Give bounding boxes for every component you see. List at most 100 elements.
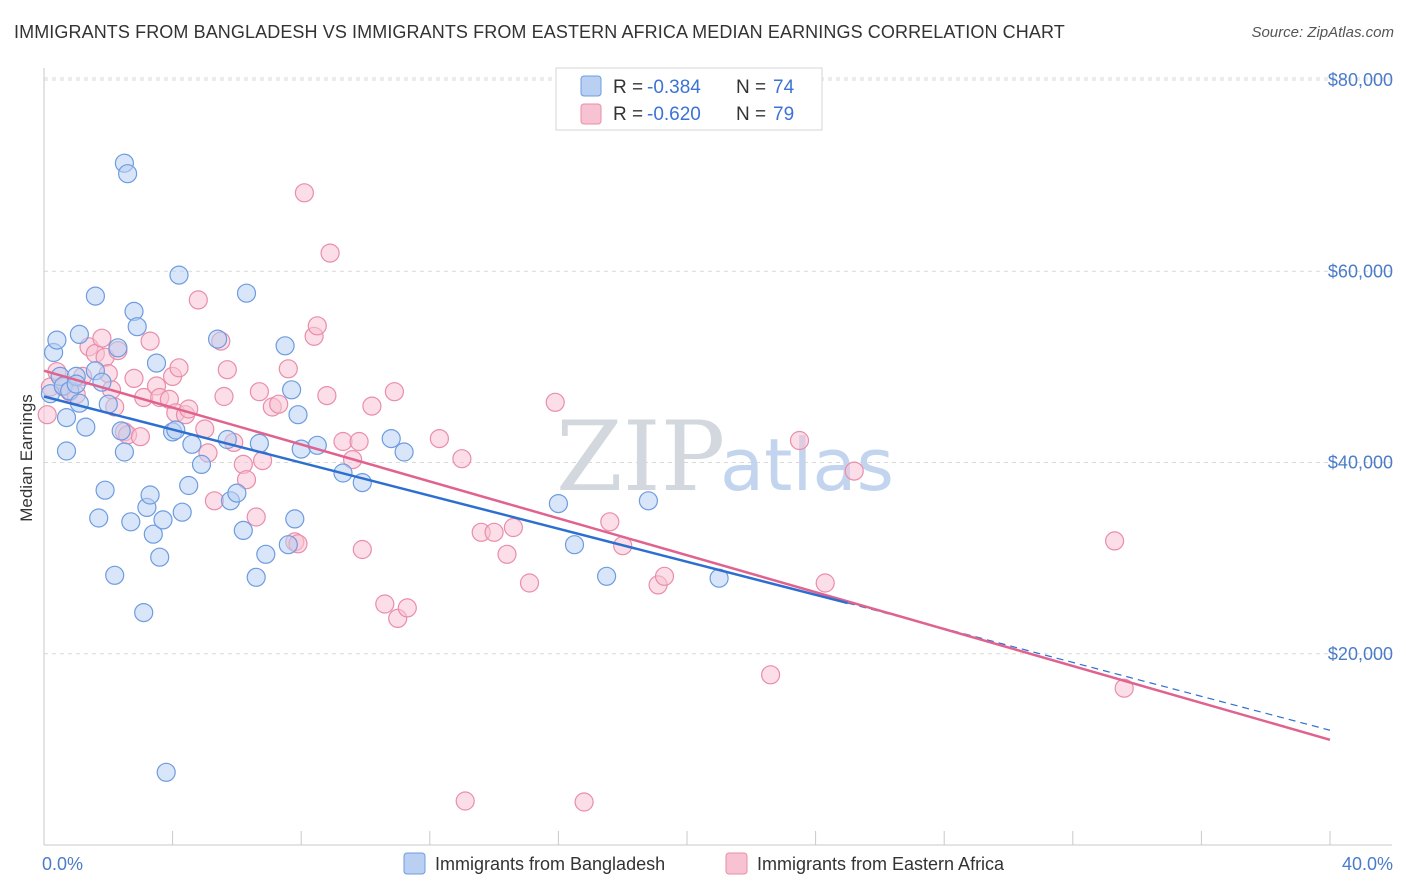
legend-swatch-eastern-africa: [580, 103, 602, 125]
bangladesh-point-47: [233, 520, 253, 541]
bangladesh-point-49: [246, 567, 266, 587]
eastern-africa-point-38: [236, 470, 257, 490]
eastern-africa-point-52: [333, 431, 353, 452]
bangladesh-point-35: [156, 762, 176, 782]
bangladesh-point-53: [278, 535, 298, 555]
bangladesh-point-51: [256, 544, 276, 564]
bangladesh-point-42: [191, 454, 212, 474]
bangladesh-point-56: [288, 405, 308, 425]
eastern-africa-point-76: [844, 461, 864, 481]
series-bangladesh-points: [40, 153, 729, 782]
eastern-africa-point-34: [214, 386, 234, 407]
eastern-africa-point-18: [130, 427, 150, 447]
eastern-africa-point-58: [384, 382, 404, 402]
bangladesh-point-64: [564, 535, 585, 555]
bangladesh-point-46: [227, 483, 247, 503]
eastern-africa-point-50: [317, 386, 337, 406]
eastern-africa-point-79: [574, 792, 594, 812]
eastern-africa-trend-line: [43, 369, 1331, 742]
source-label: Source: ZipAtlas.com: [1251, 24, 1394, 41]
y-tick-label-80000: $80,000: [1328, 70, 1393, 90]
legend-n-value-bangladesh: 74: [773, 77, 795, 98]
legend-n-label-eastern-africa: N =: [736, 104, 766, 125]
bangladesh-point-6: [56, 441, 77, 461]
eastern-africa-point-29: [188, 290, 208, 310]
legend-swatch-bangladesh: [580, 75, 602, 97]
bangladesh-point-30: [140, 485, 160, 505]
legend-n-label-bangladesh: N =: [736, 77, 766, 98]
eastern-africa-point-39: [246, 507, 266, 527]
bottom-legend-swatch-bangladesh: [403, 852, 426, 875]
eastern-africa-point-54: [349, 431, 369, 452]
bangladesh-point-21: [111, 421, 131, 441]
eastern-africa-point-75: [815, 573, 835, 593]
bangladesh-point-19: [105, 565, 125, 585]
eastern-africa-point-57: [375, 594, 395, 614]
eastern-africa-point-80: [455, 791, 475, 811]
watermark-zip: ZIP: [556, 401, 725, 513]
bangladesh-point-40: [179, 475, 199, 496]
x-axis-ticks: [43, 831, 1331, 845]
eastern-africa-point-66: [503, 517, 524, 538]
legend-r-value-bangladesh: -0.384: [647, 77, 701, 98]
eastern-africa-point-65: [497, 544, 517, 564]
bangladesh-point-10: [69, 324, 90, 344]
eastern-africa-point-68: [545, 392, 565, 412]
eastern-africa-point-60: [397, 598, 417, 618]
eastern-africa-point-62: [452, 449, 472, 469]
bangladesh-point-66: [638, 491, 659, 511]
bangladesh-point-25: [121, 512, 141, 532]
bangladesh-point-65: [596, 566, 617, 586]
eastern-africa-point-43: [269, 394, 289, 414]
bangladesh-point-32: [146, 353, 167, 373]
y-tick-label-40000: $40,000: [1328, 453, 1393, 473]
eastern-africa-point-20: [140, 331, 160, 351]
eastern-africa-point-40: [249, 382, 269, 402]
eastern-africa-point-17: [124, 368, 144, 388]
eastern-africa-point-35: [217, 360, 237, 380]
legend-r-label-eastern-africa: R =: [613, 104, 643, 125]
bangladesh-point-2: [47, 330, 67, 350]
bangladesh-point-15: [89, 508, 109, 528]
gridlines: [44, 77, 1392, 655]
bangladesh-point-62: [394, 442, 414, 462]
bangladesh-point-31: [143, 524, 163, 544]
eastern-africa-point-55: [352, 539, 372, 560]
bangladesh-point-28: [134, 602, 154, 623]
eastern-africa-point-61: [429, 429, 449, 449]
chart-title: IMMIGRANTS FROM BANGLADESH VS IMMIGRANTS…: [14, 22, 1065, 42]
eastern-africa-point-0: [37, 405, 57, 425]
bangladesh-point-24: [117, 164, 138, 184]
eastern-africa-point-77: [1104, 531, 1125, 551]
eastern-africa-point-72: [654, 566, 675, 586]
bangladesh-point-38: [169, 265, 189, 285]
y-axis-tick-labels: $20,000 $40,000 $60,000 $80,000: [1328, 70, 1393, 664]
eastern-africa-point-9: [92, 328, 112, 348]
series-legend: Immigrants from Bangladesh Immigrants fr…: [403, 852, 1005, 875]
bangladesh-point-41: [182, 434, 202, 454]
legend-r-label-bangladesh: R =: [613, 77, 643, 98]
bangladesh-point-27: [127, 317, 147, 337]
bangladesh-point-13: [85, 286, 106, 306]
bangladesh-point-52: [275, 336, 295, 356]
eastern-africa-point-32: [204, 491, 224, 511]
eastern-africa-point-73: [760, 665, 781, 685]
bangladesh-point-43: [208, 329, 228, 349]
bangladesh-point-54: [282, 380, 302, 400]
bangladesh-point-61: [381, 429, 401, 449]
bangladesh-point-20: [108, 338, 128, 358]
x-tick-label-max: 40.0%: [1342, 854, 1393, 874]
trend-lines: [43, 369, 1331, 742]
eastern-africa-point-67: [519, 573, 540, 593]
eastern-africa-point-26: [169, 358, 189, 378]
y-tick-label-20000: $20,000: [1328, 644, 1393, 664]
eastern-africa-point-51: [320, 243, 340, 263]
eastern-africa-point-44: [278, 359, 298, 379]
bangladesh-point-33: [150, 547, 170, 567]
y-axis-title: Median Earnings: [17, 394, 36, 522]
eastern-africa-point-64: [484, 522, 504, 542]
bangladesh-point-63: [548, 494, 569, 514]
eastern-africa-point-47: [294, 183, 314, 203]
y-tick-label-60000: $60,000: [1328, 261, 1393, 281]
